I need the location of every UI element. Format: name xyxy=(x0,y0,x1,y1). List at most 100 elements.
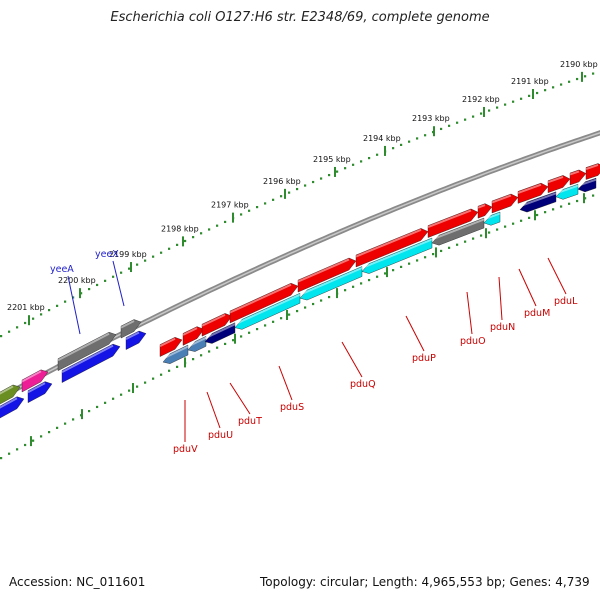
cds-blue-yeeX[interactable] xyxy=(125,330,147,350)
cds-cyan-3[interactable] xyxy=(361,237,433,274)
cds-navy-2-shine xyxy=(519,192,557,208)
lower-ruler-dot xyxy=(312,302,315,306)
upper-ruler-dot xyxy=(536,91,539,95)
lower-ruler-dot xyxy=(192,358,195,361)
gene-pduS-red[interactable] xyxy=(229,282,299,324)
ruler-upper: 2190 kbp 2191 kbp 2192 kbp 2193 kbp 2194 kbp… xyxy=(0,60,598,338)
gene-pduK-red[interactable] xyxy=(547,175,571,193)
upper-ruler-dot xyxy=(136,263,139,266)
tick-label: 2195 kbp xyxy=(313,155,351,164)
cds-navy-2[interactable] xyxy=(519,191,557,213)
lower-ruler-dot xyxy=(304,306,307,309)
gene-pduL-red[interactable] xyxy=(517,182,549,204)
cds-navy-3[interactable] xyxy=(577,177,597,193)
upper-ruler-dot xyxy=(296,187,299,191)
feature-track[interactable] xyxy=(0,163,600,421)
lower-ruler-dot xyxy=(248,331,251,334)
upper-ruler-dot xyxy=(304,184,307,187)
leader-line xyxy=(67,275,81,335)
gene-label-yeeA: yeeA xyxy=(50,264,74,275)
upper-ruler-dot xyxy=(416,137,419,140)
gene-pduN-red[interactable] xyxy=(477,203,493,219)
upper-ruler-dot xyxy=(464,118,467,121)
gene-pduW-shine xyxy=(182,327,198,336)
lower-ruler-dot xyxy=(464,240,467,243)
lower-ruler-dot xyxy=(264,324,267,327)
gene-label-pduS: pduS xyxy=(280,402,304,413)
cds-cyan-5[interactable] xyxy=(555,183,579,200)
tick-label: 2193 kbp xyxy=(412,114,450,123)
lower-ruler-dot xyxy=(280,317,283,320)
lower-ruler-dot xyxy=(552,208,555,211)
lower-ruler-dot xyxy=(496,228,499,231)
gene-pduW[interactable] xyxy=(182,326,205,346)
lower-ruler-dot xyxy=(408,262,411,265)
gene-pduX[interactable] xyxy=(159,337,183,357)
gene-pduQ-red[interactable] xyxy=(297,257,357,293)
cds-cyan-4[interactable] xyxy=(483,211,501,226)
upper-ruler-dot xyxy=(408,140,411,143)
upper-ruler-dot xyxy=(480,112,483,115)
gene-pduO-red[interactable] xyxy=(427,208,479,238)
lower-ruler-dot xyxy=(152,377,155,380)
gene-pduL-red-shine xyxy=(517,183,542,194)
upper-ruler-dot xyxy=(328,173,331,177)
cds-navy-1[interactable] xyxy=(204,322,236,344)
cds-yeeX[interactable] xyxy=(120,319,142,339)
lower-ruler-dot xyxy=(176,365,179,368)
cds-cyan-2[interactable] xyxy=(299,266,363,301)
lower-ruler-dot xyxy=(440,249,443,253)
cds-olive-left[interactable] xyxy=(0,384,21,407)
upper-ruler-dot xyxy=(240,213,243,216)
gene-pduI-red-shine xyxy=(585,164,599,170)
gene-pduP-red[interactable] xyxy=(355,228,429,268)
cds-steel-1[interactable] xyxy=(162,344,189,364)
gene-pduM-red[interactable] xyxy=(491,193,519,214)
upper-ruler-dot xyxy=(392,147,395,150)
cds-gray-1[interactable] xyxy=(431,217,485,246)
cds-yeeA[interactable] xyxy=(57,331,117,372)
gene-pduV-red[interactable] xyxy=(201,313,233,337)
upper-ruler-dot xyxy=(424,134,427,137)
gene-pduJ-red-shine xyxy=(569,170,580,176)
lower-ruler-dot xyxy=(456,243,459,246)
gene-pduI-red[interactable] xyxy=(585,163,600,180)
upper-ruler-dot xyxy=(360,160,363,163)
upper-ruler-dot xyxy=(448,124,451,127)
upper-ruler-dot xyxy=(264,202,267,205)
cds-pink-left[interactable] xyxy=(21,369,49,393)
cds-blue-yeeA[interactable] xyxy=(61,343,121,383)
lower-ruler-dot xyxy=(96,405,99,409)
tick-label: 2199 kbp xyxy=(109,250,147,259)
cds-pink-left-shine xyxy=(21,370,42,383)
lower-ruler-dot xyxy=(160,373,163,376)
lower-ruler-dot xyxy=(104,401,107,404)
tick-label: 2192 kbp xyxy=(462,95,500,104)
upper-ruler-dot xyxy=(288,191,291,194)
gene-pduV-red-shine xyxy=(201,313,226,327)
cds-yeeA-shine xyxy=(57,332,110,362)
cds-cyan-1[interactable] xyxy=(234,292,301,330)
lower-ruler-dot xyxy=(520,219,523,222)
upper-ruler-dot xyxy=(56,304,59,307)
cds-steel-2[interactable] xyxy=(187,335,207,352)
lower-ruler-dot xyxy=(384,272,387,275)
leader-line xyxy=(229,382,251,415)
lower-ruler-dot xyxy=(232,339,235,342)
gene-pduK-red-shine xyxy=(547,175,564,184)
lower-ruler-dot xyxy=(424,256,427,259)
tick-label: 2198 kbp xyxy=(161,224,199,233)
cds-steel-2-shine xyxy=(187,336,207,348)
lower-ruler-dot xyxy=(472,237,475,240)
leader-line xyxy=(341,341,363,378)
lower-ruler-dot xyxy=(200,354,203,357)
gene-pduJ-red[interactable] xyxy=(569,169,587,186)
cds-blue-left-2-shine xyxy=(27,382,46,394)
cds-blue-left-1[interactable] xyxy=(0,396,25,421)
upper-ruler-dot xyxy=(32,317,35,320)
cds-blue-left-2[interactable] xyxy=(27,381,53,404)
lower-ruler-dot xyxy=(584,197,587,200)
lower-ruler-dot xyxy=(448,246,451,249)
upper-ruler-dot xyxy=(176,243,179,246)
